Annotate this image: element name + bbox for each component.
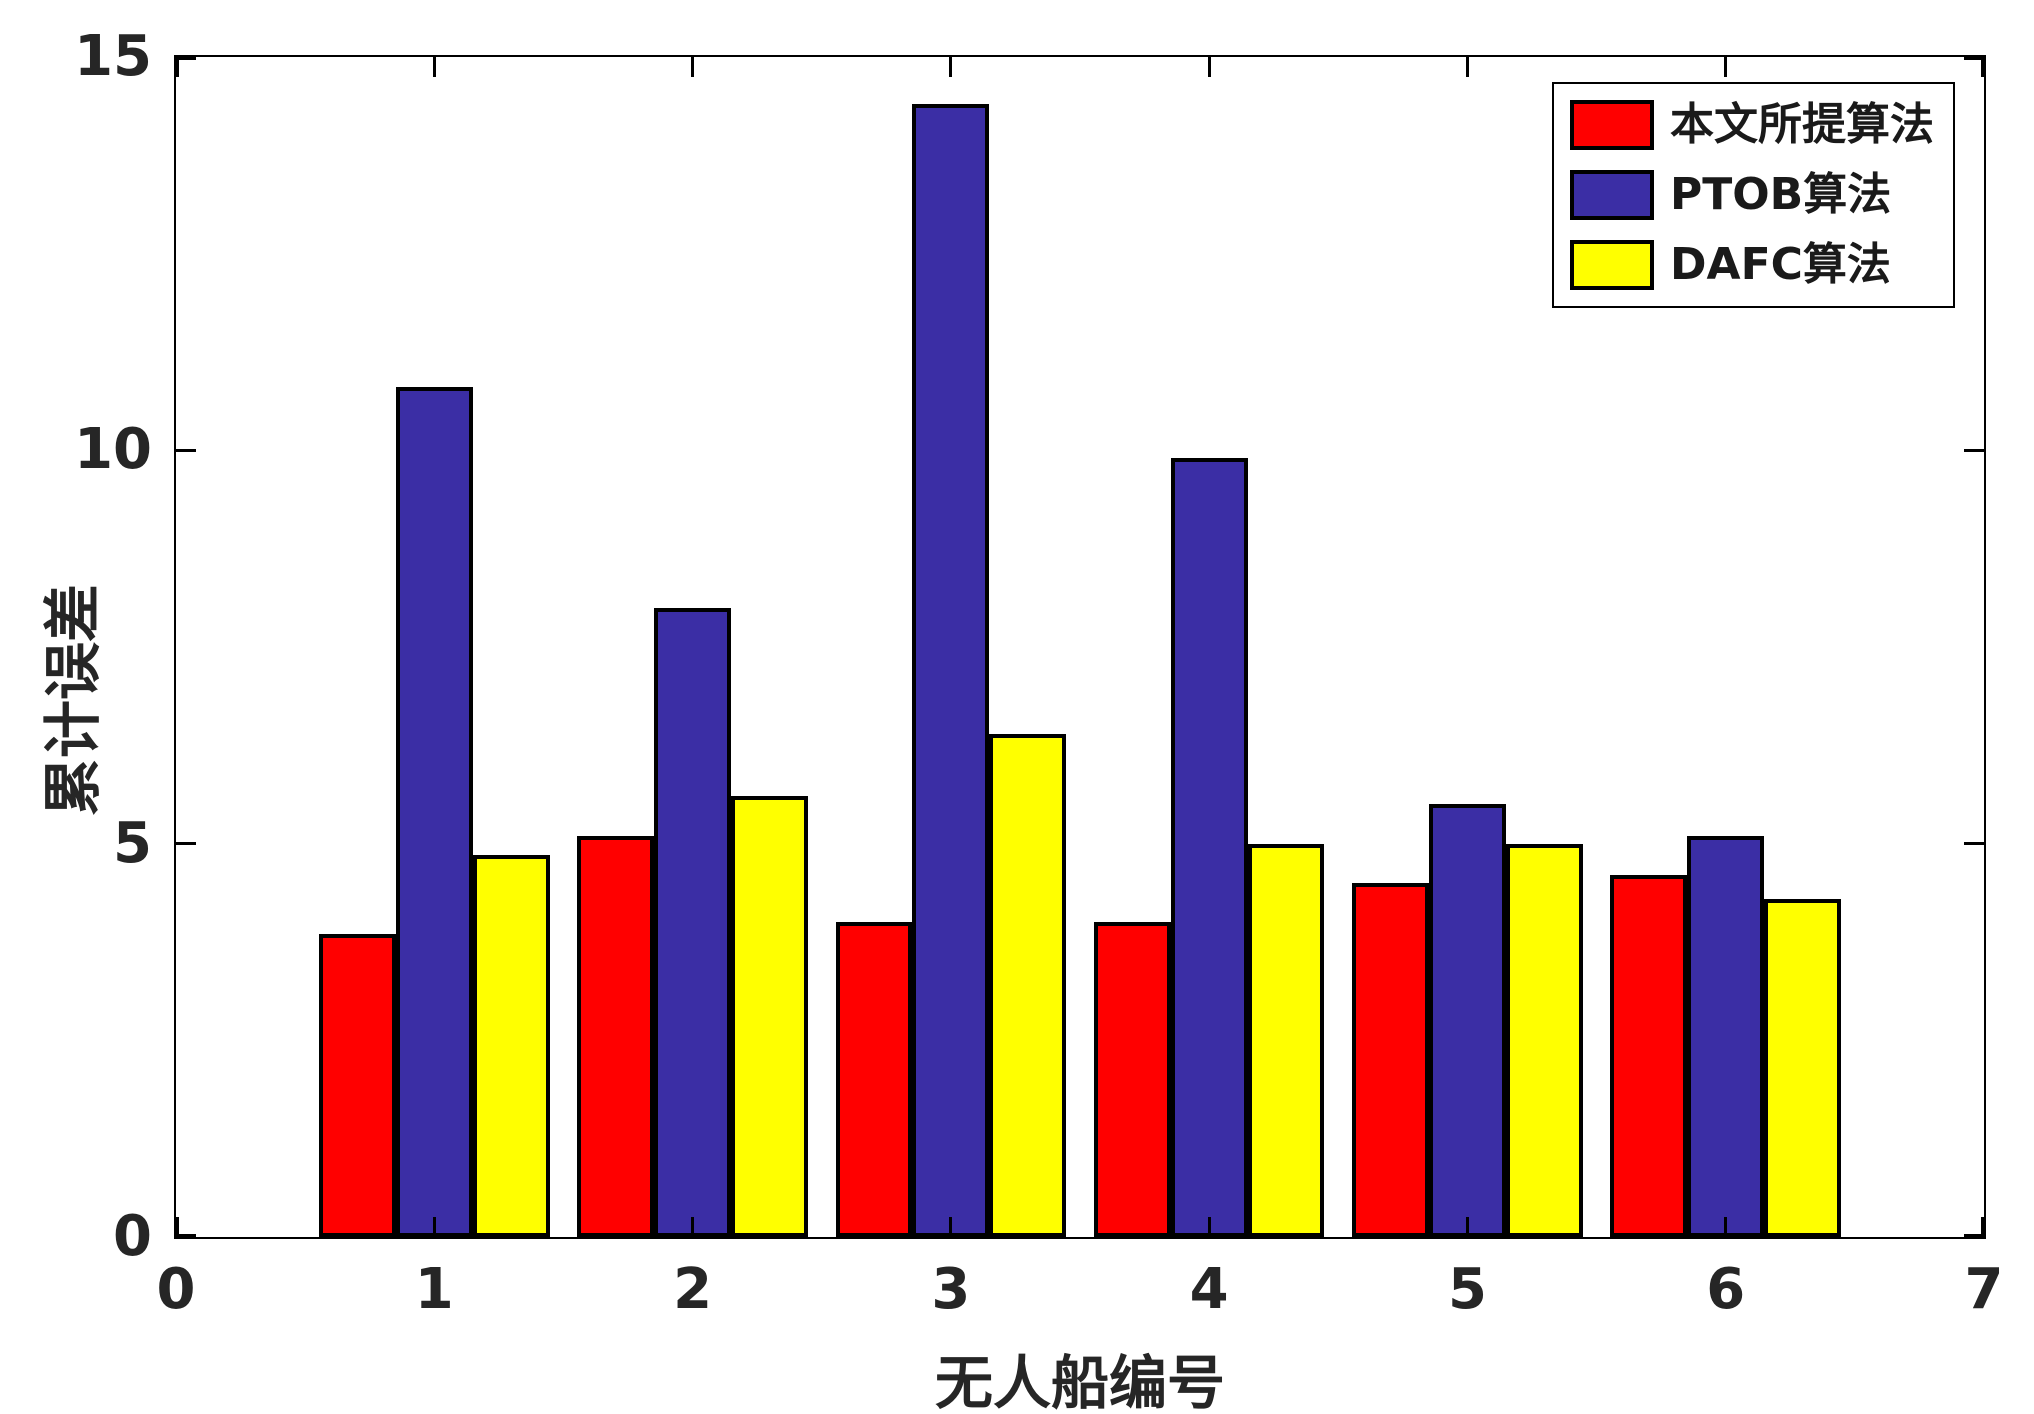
legend-item: PTOB算法: [1570, 170, 1953, 220]
x-tick-top-5: [1465, 57, 1469, 77]
bar-series2-group6: [1764, 898, 1841, 1237]
x-tick-top-4: [1207, 57, 1211, 77]
legend-label: PTOB算法: [1670, 169, 1892, 220]
x-tick-0: [176, 1217, 179, 1237]
legend-swatch: [1570, 240, 1654, 290]
x-tick-label-2: 2: [673, 1257, 713, 1322]
bar-series0-group2: [577, 835, 655, 1237]
x-tick-top-1: [432, 57, 436, 77]
y-tick-label-15: 15: [74, 24, 152, 89]
y-tick-5: [176, 842, 196, 846]
legend-item: 本文所提算法: [1570, 100, 1953, 150]
bar-series0-group4: [1093, 922, 1171, 1237]
bar-series2-group4: [1247, 843, 1325, 1237]
x-tick-top-3: [949, 57, 953, 77]
y-tick-right-5: [1964, 842, 1984, 846]
x-tick-5: [1465, 1217, 1469, 1237]
bar-series1-group3: [912, 104, 990, 1237]
legend-swatch: [1570, 170, 1654, 220]
x-tick-1: [432, 1217, 436, 1237]
legend: 本文所提算法 PTOB算法 DAFC算法: [1552, 82, 1955, 308]
bar-series0-group1: [319, 934, 396, 1237]
bar-series1-group4: [1170, 458, 1248, 1237]
x-tick-label-7: 7: [1964, 1257, 2004, 1322]
bar-series2-group3: [989, 733, 1067, 1237]
bar-series0-group3: [835, 922, 913, 1237]
x-tick-top-6: [1724, 57, 1728, 77]
x-tick-4: [1207, 1217, 1211, 1237]
x-tick-label-5: 5: [1447, 1257, 1487, 1322]
legend-label: 本文所提算法: [1670, 99, 1934, 150]
y-tick-right-15: [1964, 57, 1984, 60]
x-tick-7: [1981, 1217, 1984, 1237]
bar-series0-group6: [1610, 875, 1688, 1237]
x-tick-3: [949, 1217, 953, 1237]
x-tick-6: [1724, 1217, 1728, 1237]
x-tick-top-0: [176, 57, 179, 77]
bar-series2-group1: [472, 855, 550, 1237]
bar-series2-group5: [1505, 843, 1583, 1237]
bar-series0-group5: [1352, 883, 1429, 1237]
x-tick-top-2: [691, 57, 695, 77]
bar-series1-group5: [1429, 804, 1506, 1237]
y-tick-label-10: 10: [74, 417, 152, 483]
y-tick-15: [176, 57, 196, 60]
y-tick-label-0: 0: [113, 1204, 152, 1269]
y-tick-label-5: 5: [113, 810, 152, 876]
y-tick-0: [176, 1234, 196, 1237]
bar-series1-group1: [395, 387, 473, 1237]
legend-label: DAFC算法: [1670, 239, 1891, 290]
y-tick-right-0: [1964, 1234, 1984, 1237]
x-tick-label-6: 6: [1706, 1257, 1746, 1322]
legend-swatch: [1570, 100, 1654, 150]
x-axis-label: 无人船编号: [934, 1349, 1226, 1414]
x-tick-label-0: 0: [156, 1257, 196, 1322]
x-tick-top-7: [1981, 57, 1984, 77]
legend-item: DAFC算法: [1570, 240, 1953, 290]
bar-series2-group2: [730, 796, 808, 1237]
y-axis-label: 累计误差: [39, 583, 107, 817]
bar-series1-group6: [1687, 835, 1765, 1237]
y-tick-right-10: [1964, 448, 1984, 452]
bar-series1-group2: [654, 607, 731, 1237]
x-tick-2: [691, 1217, 695, 1237]
x-tick-label-3: 3: [931, 1257, 971, 1322]
x-tick-label-1: 1: [414, 1257, 454, 1322]
y-tick-10: [176, 448, 196, 452]
x-tick-label-4: 4: [1189, 1257, 1229, 1322]
